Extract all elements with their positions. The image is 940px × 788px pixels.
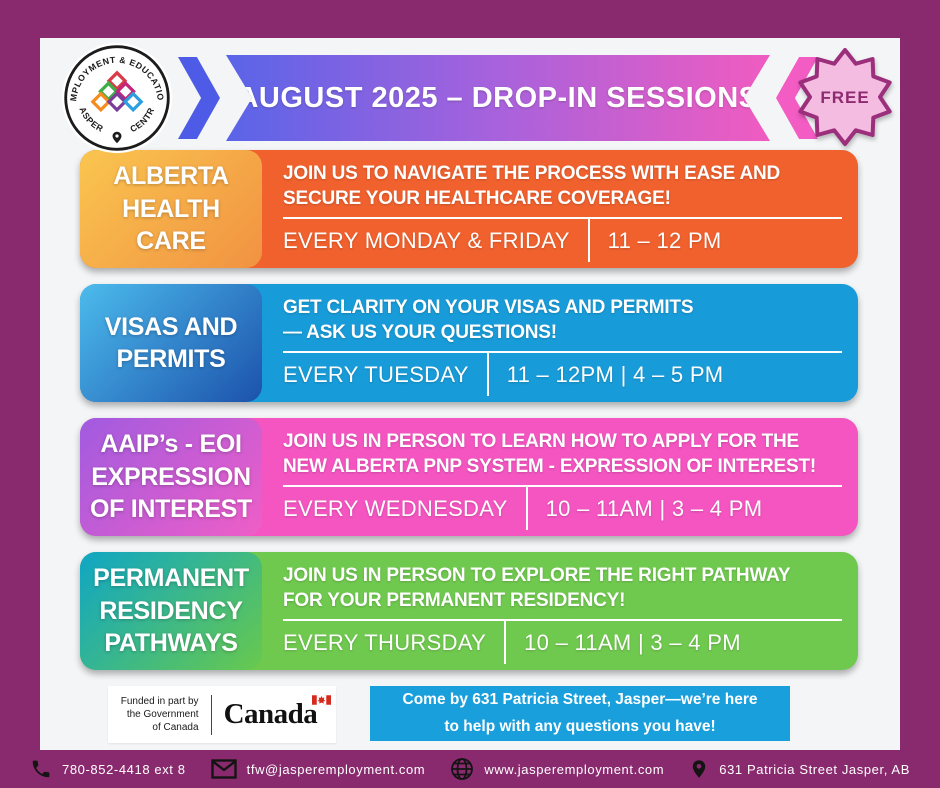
page-title: AUGUST 2025 – DROP-IN SESSIONS	[237, 81, 759, 114]
vertical-divider	[210, 694, 212, 735]
session-times: 10 – 11AM | 3 – 4 PM	[525, 487, 763, 530]
session-schedule: EVERY THURSDAY 10 – 11AM | 3 – 4 PM	[283, 621, 842, 664]
footer-address-text: 631 Patricia Street Jasper, AB	[719, 761, 910, 777]
session-description: GET CLARITY ON YOUR VISAS AND PERMITS — …	[283, 297, 694, 344]
colorful-knot-icon	[90, 70, 144, 113]
session-times: 10 – 11AM | 3 – 4 PM	[504, 621, 741, 664]
footer-email-text: tfw@jasperemployment.com	[246, 761, 426, 777]
footer-contact-bar: 780-852-4418 ext 8 tfw@jasperemployment.…	[0, 750, 940, 788]
envelope-icon	[210, 759, 237, 779]
session-title: VISAS AND PERMITS	[80, 284, 262, 402]
banner: AUGUST 2025 – DROP-IN SESSIONS	[226, 55, 770, 141]
canada-wordmark-text: Canada	[223, 698, 318, 730]
footer-phone: 780-852-4418 ext 8	[30, 758, 186, 780]
jasper-centre-logo: EMPLOYMENT & EDUCATION JASPER CENTRE	[60, 41, 173, 154]
session-title: ALBERTA HEALTH CARE	[80, 150, 262, 268]
footer-address: 631 Patricia Street Jasper, AB	[689, 757, 910, 781]
location-pin-icon	[112, 131, 122, 144]
free-badge: FREE	[798, 48, 892, 146]
footer-website-text: www.jasperemployment.com	[484, 761, 665, 777]
location-pin-icon	[693, 760, 706, 778]
session-card: JOIN US TO NAVIGATE THE PROCESS WITH EAS…	[80, 150, 858, 268]
horizontal-divider	[283, 485, 842, 488]
session-schedule: EVERY TUESDAY 11 – 12PM | 4 – 5 PM	[283, 353, 842, 396]
session-description: JOIN US TO NAVIGATE THE PROCESS WITH EAS…	[283, 163, 781, 210]
footer-email: tfw@jasperemployment.com	[210, 759, 426, 779]
session-card: GET CLARITY ON YOUR VISAS AND PERMITS — …	[80, 284, 858, 402]
horizontal-divider	[283, 619, 842, 622]
visit-note: Come by 631 Patricia Street, Jasper—we’r…	[370, 686, 790, 741]
session-title: PERMANENT RESIDENCY PATHWAYS	[80, 552, 262, 670]
session-days: EVERY WEDNESDAY	[283, 495, 508, 521]
globe-icon	[451, 758, 474, 780]
canada-funding-box: Funded in part by the Government of Cana…	[108, 686, 336, 743]
flyer-sheet: EMPLOYMENT & EDUCATION JASPER CENTRE	[40, 38, 900, 750]
footer-website: www.jasperemployment.com	[450, 757, 664, 781]
session-description: JOIN US IN PERSON TO LEARN HOW TO APPLY …	[283, 431, 817, 478]
phone-icon	[32, 760, 50, 778]
footer-phone-text: 780-852-4418 ext 8	[62, 761, 186, 777]
canada-wordmark: Canada	[223, 695, 332, 731]
session-times: 11 – 12PM | 4 – 5 PM	[486, 353, 724, 396]
session-schedule: EVERY MONDAY & FRIDAY 11 – 12 PM	[283, 219, 842, 262]
session-card: JOIN US IN PERSON TO EXPLORE THE RIGHT P…	[80, 552, 858, 670]
session-days: EVERY MONDAY & FRIDAY	[283, 227, 570, 253]
sessions-list: JOIN US TO NAVIGATE THE PROCESS WITH EAS…	[80, 150, 858, 670]
session-schedule: EVERY WEDNESDAY 10 – 11AM | 3 – 4 PM	[283, 487, 842, 530]
banner-left-chevron-icon	[178, 57, 220, 139]
session-card: JOIN US IN PERSON TO LEARN HOW TO APPLY …	[80, 418, 858, 536]
horizontal-divider	[283, 217, 842, 220]
free-badge-label: FREE	[820, 88, 869, 107]
session-description: JOIN US IN PERSON TO EXPLORE THE RIGHT P…	[283, 565, 791, 612]
session-days: EVERY THURSDAY	[283, 629, 487, 655]
session-times: 11 – 12 PM	[587, 219, 722, 262]
canada-flag-icon	[312, 695, 332, 705]
funded-by-text: Funded in part by the Government of Cana…	[120, 696, 199, 733]
starburst-icon	[798, 48, 892, 146]
horizontal-divider	[283, 351, 842, 354]
session-title: AAIP’s - EOI EXPRESSION OF INTEREST	[80, 418, 262, 536]
session-days: EVERY TUESDAY	[283, 361, 469, 387]
